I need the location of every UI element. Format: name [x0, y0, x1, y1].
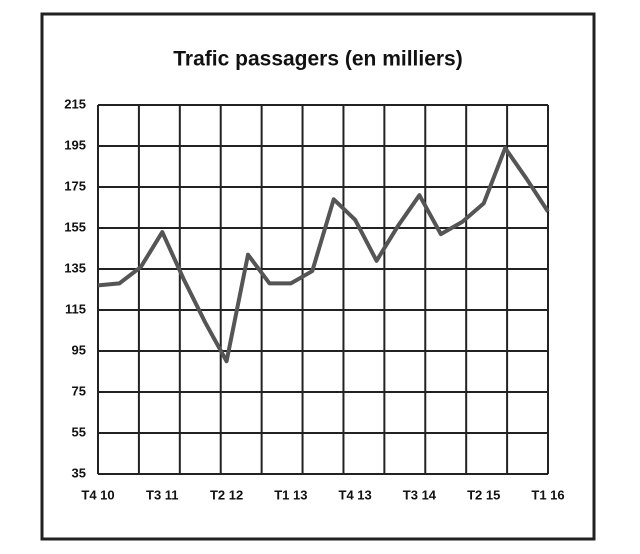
x-tick-label: T1 16	[531, 487, 564, 502]
x-tick-label: T3 11	[146, 487, 179, 502]
x-tick-label: T2 12	[210, 487, 243, 502]
x-tick-label: T1 13	[274, 487, 307, 502]
x-tick-label: T4 10	[81, 487, 114, 502]
data-line	[97, 146, 550, 364]
x-tick-label: T2 15	[467, 487, 500, 502]
x-tick-label: T3 14	[403, 487, 437, 502]
y-tick-label: 75	[72, 383, 86, 398]
frame	[40, 12, 596, 541]
x-tick-label: T4 13	[339, 487, 372, 502]
y-tick-label: 215	[64, 96, 86, 111]
chart-title: Trafic passagers (en milliers)	[173, 48, 462, 71]
y-tick-label: 55	[72, 424, 86, 439]
y-tick-label: 115	[65, 301, 86, 316]
y-tick-label: 155	[64, 219, 86, 234]
y-tick-label: 35	[72, 465, 86, 480]
y-tick-label: 195	[64, 137, 86, 152]
y-tick-label: 135	[64, 260, 86, 275]
y-tick-label: 175	[64, 178, 86, 193]
y-tick-label: 95	[72, 342, 86, 357]
